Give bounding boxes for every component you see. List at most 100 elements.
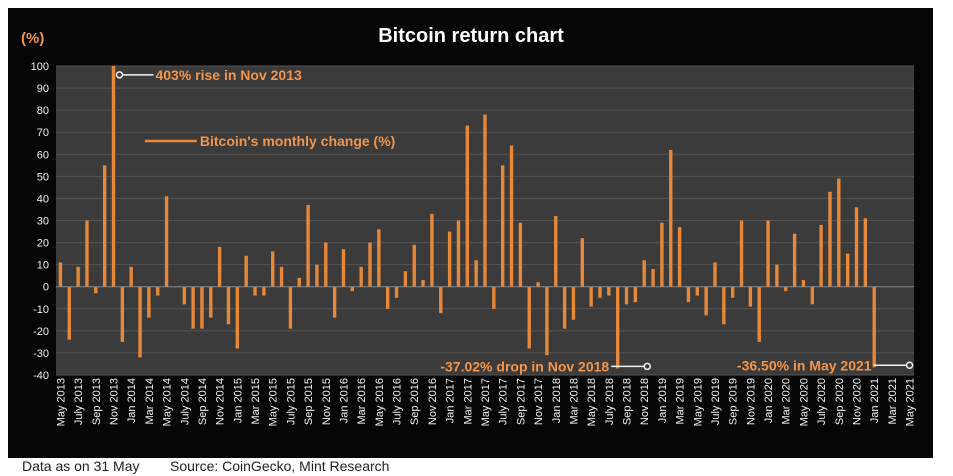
x-tick-label: May 2016 xyxy=(374,378,386,426)
bar xyxy=(633,286,638,303)
annotation-label: 403% rise in Nov 2013 xyxy=(155,67,302,83)
x-tick-label: Sep 2015 xyxy=(303,378,315,425)
y-tick-label: 0 xyxy=(43,282,49,294)
x-tick-label: Sep 2020 xyxy=(834,378,846,425)
bar xyxy=(332,286,337,318)
x-tick-label: May 2015 xyxy=(268,378,280,426)
bar xyxy=(739,220,744,287)
x-tick-label: July 2013 xyxy=(73,378,85,425)
x-tick-label: Nov 2014 xyxy=(215,378,227,425)
bar xyxy=(217,246,222,287)
x-tick-label: July 2016 xyxy=(392,378,404,425)
bar xyxy=(111,66,116,287)
x-axis-ticks: May 2013 July 2013 Sep 2013 Nov 2013 Jan 201… xyxy=(55,378,916,426)
bar xyxy=(501,165,505,287)
bar xyxy=(465,125,469,287)
bar xyxy=(182,286,186,305)
bars xyxy=(58,66,876,369)
legend: Bitcoin's monthly change (%) xyxy=(144,133,395,149)
bar xyxy=(757,286,761,342)
x-tick-label: Jan 2019 xyxy=(657,378,669,423)
x-tick-label: May 2014 xyxy=(162,378,174,426)
x-tick-label: Nov 2018 xyxy=(639,378,651,425)
bar xyxy=(403,271,408,287)
bar xyxy=(200,286,204,329)
bar xyxy=(76,266,80,287)
bar xyxy=(483,114,487,287)
bar xyxy=(386,286,390,309)
x-tick-label: Mar 2014 xyxy=(144,378,156,424)
x-tick-label: July 2019 xyxy=(710,378,722,425)
y-tick-label: 60 xyxy=(37,149,49,161)
x-tick-label: Mar 2015 xyxy=(250,378,262,424)
bar xyxy=(226,286,231,325)
bar xyxy=(120,286,125,342)
x-tick-label: Sep 2013 xyxy=(91,378,103,425)
bar xyxy=(554,216,558,287)
bar xyxy=(94,286,98,294)
bar xyxy=(288,286,293,329)
x-tick-label: Sep 2018 xyxy=(622,378,634,425)
x-tick-label: Jan 2016 xyxy=(338,378,350,423)
x-tick-label: Sep 2017 xyxy=(515,378,527,425)
bar xyxy=(67,286,71,340)
y-tick-label: 70 xyxy=(37,127,49,139)
bar xyxy=(244,255,248,287)
bar xyxy=(271,251,275,287)
y-tick-label: 40 xyxy=(37,193,49,205)
bar xyxy=(253,286,257,296)
x-tick-label: May 2021 xyxy=(905,378,917,426)
chart-title: Bitcoin return chart xyxy=(378,25,564,47)
x-tick-label: Jan 2021 xyxy=(869,378,881,423)
x-tick-label: Nov 2019 xyxy=(745,378,757,425)
bar xyxy=(695,286,699,296)
bar xyxy=(147,286,151,318)
y-tick-label: 80 xyxy=(37,105,49,117)
bar xyxy=(571,286,576,320)
bar xyxy=(722,286,726,325)
footer-note: Data as on 31 May xyxy=(22,458,140,474)
x-tick-label: July 2017 xyxy=(498,378,510,425)
x-tick-label: Nov 2013 xyxy=(108,378,120,425)
legend-label: Bitcoin's monthly change (%) xyxy=(200,133,395,149)
bar xyxy=(350,286,355,292)
bar xyxy=(730,286,735,298)
bar xyxy=(677,227,682,287)
x-tick-label: Sep 2014 xyxy=(197,378,209,425)
bar xyxy=(235,286,240,349)
bar xyxy=(527,286,531,349)
bar xyxy=(775,264,779,287)
bar xyxy=(394,286,399,298)
bar xyxy=(562,286,567,329)
bar xyxy=(129,266,133,287)
bar xyxy=(341,249,346,287)
x-tick-label: Nov 2020 xyxy=(852,378,864,425)
bar xyxy=(421,280,425,287)
x-tick-label: Jan 2014 xyxy=(126,378,138,423)
bar xyxy=(863,218,868,287)
bar xyxy=(669,149,673,287)
x-tick-label: Jan 2017 xyxy=(445,378,457,423)
x-tick-label: Jan 2020 xyxy=(763,378,775,423)
footer-source: Source: CoinGecko, Mint Research xyxy=(170,458,390,474)
x-tick-label: Nov 2017 xyxy=(533,378,545,425)
y-unit-label: (%) xyxy=(21,30,44,47)
bar xyxy=(748,286,753,307)
x-tick-label: Jan 2015 xyxy=(232,378,244,423)
bar xyxy=(660,222,664,287)
x-tick-label: Mar 2017 xyxy=(462,378,474,424)
bar xyxy=(492,286,496,309)
chart-panel: Bitcoin return chart (%) -40 -30 -20 -10 0 10… xyxy=(8,8,933,458)
y-tick-label: -20 xyxy=(33,326,49,338)
bar xyxy=(615,286,620,369)
bar xyxy=(447,231,452,287)
x-tick-label: May 2020 xyxy=(798,378,810,426)
bar xyxy=(837,178,841,287)
bar xyxy=(545,286,549,356)
bar xyxy=(801,280,806,287)
bar xyxy=(439,286,443,314)
bar xyxy=(297,277,301,287)
x-tick-label: May 2018 xyxy=(586,378,598,426)
bar xyxy=(704,286,708,316)
x-tick-label: Sep 2016 xyxy=(409,378,421,425)
